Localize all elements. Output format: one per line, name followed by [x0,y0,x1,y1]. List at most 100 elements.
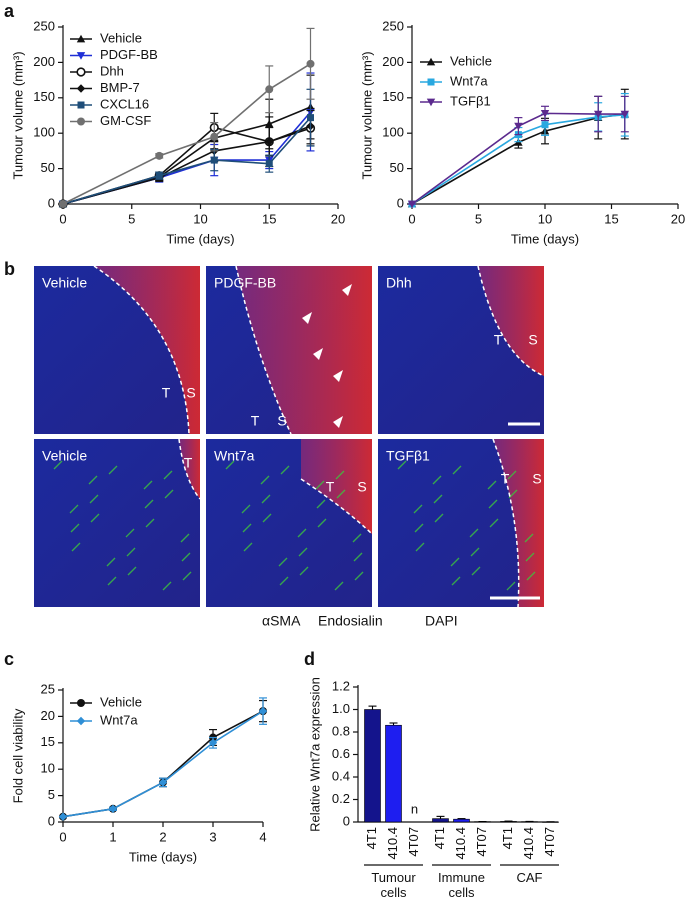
y-tick-label: 15 [41,734,55,749]
marker [265,137,274,146]
stroma [236,266,372,434]
y-tick-label: 0 [397,195,404,210]
group-label: Tumour cells [371,870,416,900]
vessel [180,533,190,543]
y-axis-label: Relative Wnt7a expression [307,677,322,832]
micrograph: TGFβ1 T S [378,438,544,608]
y-tick-label: 150 [382,89,404,104]
vessel [299,566,309,576]
panel-label: c [4,649,14,669]
x-tick-label: 10 [193,211,207,226]
y-tick-label: 25 [41,681,55,696]
region-marker: S [277,413,286,429]
marker [514,122,523,131]
vessel [298,547,308,557]
vessel [143,480,153,490]
vessel [162,581,172,591]
vessel [352,533,362,543]
legend-label: Vehicle [100,30,142,45]
region-marker: S [186,385,195,401]
region-marker: T [494,332,503,348]
x-tick-label: 20 [331,211,345,226]
x-tick-label: 410.4 [385,827,400,860]
y-tick-label: 50 [390,160,404,175]
legend-label: GM-CSF [100,113,151,128]
marker [58,812,68,821]
x-tick-label: 4T07 [406,827,421,857]
series-line [62,117,312,205]
tissue [34,439,200,607]
vessel [525,552,535,562]
y-tick-label: 0 [48,813,55,828]
marker [540,110,550,118]
marker [265,85,274,94]
y-tick-label: 100 [33,125,55,140]
legend-label: Vehicle [450,53,492,68]
x-tick-label: 4T1 [500,827,515,849]
legend-marker [76,34,86,43]
vessel [69,504,79,514]
vessel [488,499,498,509]
region-marker: T [501,471,510,487]
arrowhead [333,370,343,382]
vessel [125,528,135,538]
vessel [89,494,99,504]
x-tick-label: 4 [259,829,266,844]
x-tick-label: 15 [262,211,276,226]
boundary [492,438,520,608]
y-tick-label: 200 [33,54,55,69]
vessel [315,480,325,490]
vessel [526,571,536,581]
marker [158,778,168,787]
vessel [90,513,100,523]
vessel [316,499,326,509]
vessel [470,547,480,557]
image-title: TGFβ1 [386,448,430,464]
boundary [477,265,545,377]
error-bar [368,705,377,710]
error-bar [389,722,398,726]
vessel [524,533,534,543]
vessel [297,528,307,538]
y-tick-label: 100 [382,125,404,140]
vessel [107,576,117,586]
vessel [106,557,116,567]
y-tick-label: 0 [343,813,350,828]
x-tick-label: 0 [59,211,66,226]
vessel [70,523,80,533]
legend-label: Wnt7a [450,73,488,88]
x-axis-label: Time (days) [129,849,197,864]
image-title: Dhh [386,275,412,291]
panel-label: a [4,1,15,21]
image-title: PDGF-BB [214,275,276,291]
x-axis-label: Time (days) [166,231,234,246]
boundary [300,478,373,535]
vessel [507,470,517,480]
x-tick-label: 410.4 [521,827,536,860]
legend-label: BMP-7 [100,80,140,95]
bar [432,818,449,823]
marker [306,59,315,68]
legend-label: Dhh [100,63,124,78]
marker [258,706,268,716]
vessel [489,518,499,528]
region-marker: T [251,413,260,429]
group-label: CAF [516,870,543,885]
legend-marker [76,716,86,726]
y-tick-label: 250 [382,18,404,33]
error-bar [457,818,466,820]
x-tick-label: 2 [159,829,166,844]
x-axis-label: Time (days) [511,231,579,246]
stroma [478,266,544,376]
vessel [243,542,253,552]
vessel [241,504,251,514]
vessel [397,460,407,470]
legend-marker [426,98,436,107]
x-tick-label: 5 [128,211,135,226]
group-label: Immune cells [438,870,485,900]
vessel [434,513,444,523]
error-bar [436,815,445,819]
x-tick-label: 4T1 [432,827,447,849]
arrowhead [333,416,343,428]
